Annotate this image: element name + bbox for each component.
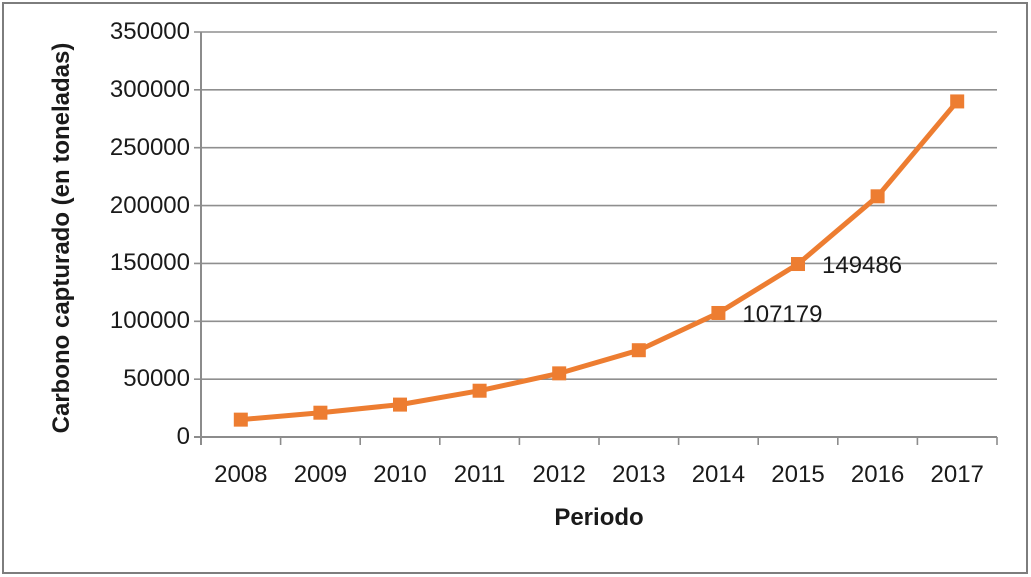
data-point-marker bbox=[631, 343, 646, 358]
data-point-label: 149486 bbox=[822, 252, 903, 280]
x-tick-label: 2009 bbox=[293, 461, 348, 488]
data-point-marker bbox=[393, 397, 407, 412]
x-tick-label: 2017 bbox=[930, 461, 984, 488]
y-tick-label: 100000 bbox=[109, 307, 190, 335]
y-tick-label: 300000 bbox=[109, 75, 190, 103]
x-tick-label: 2014 bbox=[691, 461, 746, 488]
data-point-label: 107179 bbox=[742, 300, 823, 328]
data-point-marker bbox=[870, 189, 885, 204]
data-point-marker bbox=[313, 405, 328, 420]
data-point-marker bbox=[472, 383, 487, 398]
series-line bbox=[238, 98, 960, 423]
data-point-marker bbox=[552, 366, 567, 381]
x-tick-label: 2016 bbox=[850, 461, 905, 488]
data-point-marker bbox=[711, 305, 726, 320]
y-tick-label: 50000 bbox=[123, 365, 190, 393]
y-tick-label: 0 bbox=[176, 423, 190, 450]
y-tick-label: 200000 bbox=[109, 191, 190, 219]
y-tick-label: 350000 bbox=[109, 18, 190, 45]
x-axis-title: Periodo bbox=[554, 504, 644, 531]
x-tick-label: 2012 bbox=[532, 461, 586, 488]
data-point-marker bbox=[791, 257, 805, 272]
x-tick-label: 2011 bbox=[453, 461, 506, 488]
x-tick-label: 2010 bbox=[373, 461, 427, 488]
x-tick-label: 2008 bbox=[214, 461, 268, 488]
y-tick-label: 250000 bbox=[109, 133, 190, 161]
x-tick-label: 2015 bbox=[771, 461, 825, 488]
x-tick-label: 2013 bbox=[612, 461, 666, 488]
y-tick-label: 150000 bbox=[109, 249, 190, 277]
data-point-marker bbox=[233, 412, 248, 427]
data-point-marker bbox=[950, 94, 965, 109]
